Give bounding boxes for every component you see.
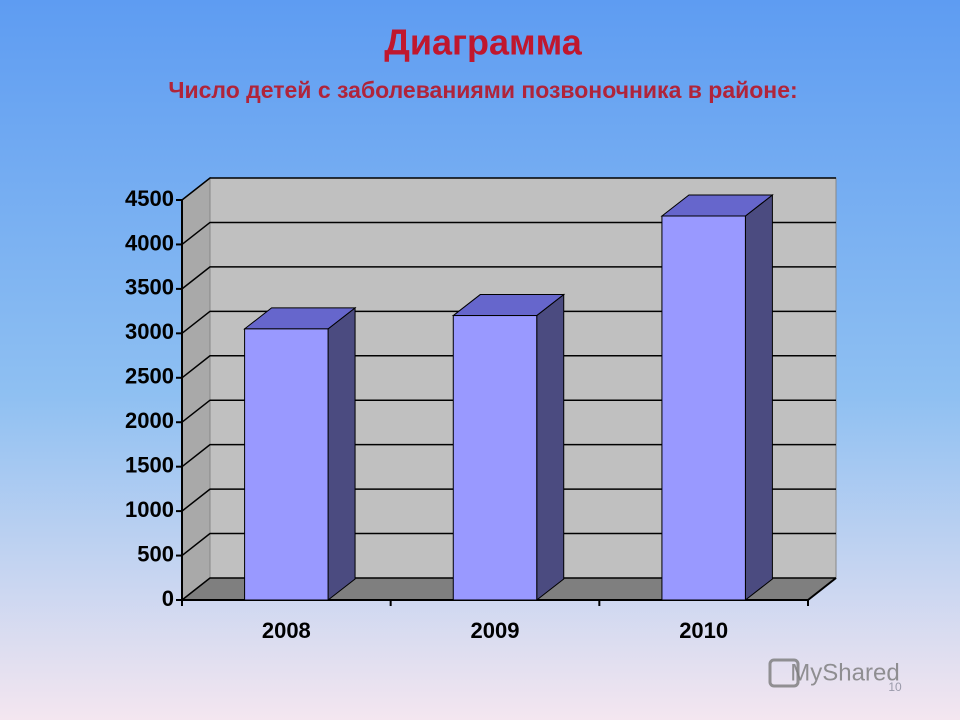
bar-side — [744, 193, 773, 602]
grid-line — [181, 443, 836, 468]
y-tick-label: 1000 — [125, 497, 174, 522]
x-tick-label: 2010 — [679, 618, 728, 643]
x-axis-edge — [807, 577, 837, 601]
grid-line — [181, 266, 836, 290]
x-tick-label: 2008 — [262, 618, 311, 643]
bar — [660, 193, 774, 602]
y-tick-label: 4500 — [125, 186, 174, 211]
bar-side — [327, 306, 356, 602]
y-tick-label: 1500 — [125, 452, 174, 477]
watermark-icon — [768, 658, 800, 688]
bar-front — [661, 215, 746, 601]
bar-side — [536, 293, 565, 602]
grid-line — [181, 177, 836, 201]
grid-line — [181, 532, 836, 557]
bar — [243, 306, 357, 602]
watermark: MyShared — [790, 659, 899, 686]
bar-front — [452, 315, 538, 601]
slide-number: 10 — [888, 680, 902, 694]
y-tick-label: 3500 — [125, 275, 174, 300]
y-tick-label: 3000 — [125, 319, 174, 344]
grid-line — [181, 221, 836, 246]
bar-front — [244, 328, 329, 601]
grid-line — [181, 399, 836, 423]
y-tick-label: 4000 — [125, 230, 174, 255]
y-tick-label: 2500 — [125, 364, 174, 389]
y-tick-label: 2000 — [125, 408, 174, 433]
chart-subtitle: Число детей с заболеваниями позвоночника… — [168, 77, 797, 103]
y-tick-label: 500 — [137, 541, 174, 566]
grid-line — [181, 310, 836, 334]
grid-line — [181, 355, 836, 379]
y-tick-label: 0 — [162, 586, 174, 611]
grid-line — [181, 577, 836, 601]
x-tick-label: 2009 — [471, 618, 520, 643]
chart-title: Диаграмма — [384, 22, 583, 63]
bar — [451, 293, 566, 602]
grid-line — [181, 488, 836, 512]
